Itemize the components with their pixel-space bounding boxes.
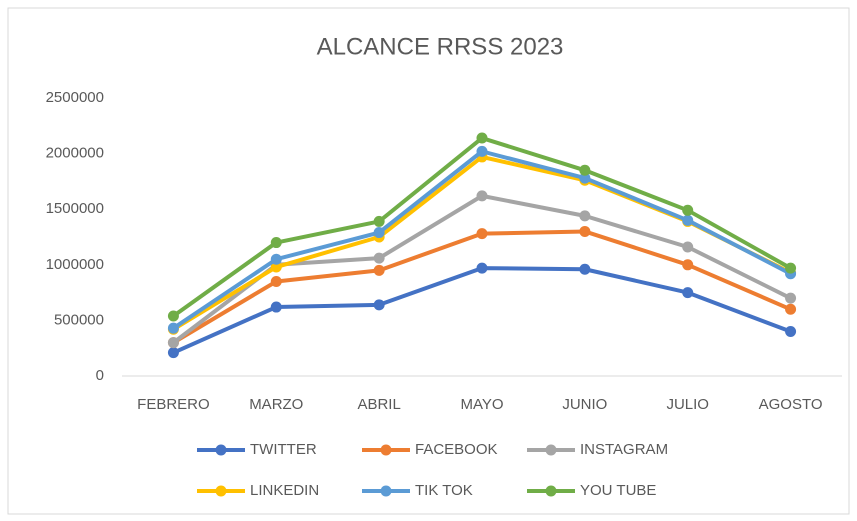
chart-border	[7, 7, 850, 515]
data-point	[270, 301, 282, 313]
data-point	[167, 347, 179, 359]
data-point	[373, 264, 385, 276]
data-point	[579, 210, 591, 222]
x-tick-label: FEBRERO	[137, 396, 210, 413]
data-point	[785, 326, 797, 338]
y-tick-label: 1500000	[46, 200, 104, 217]
x-tick-label: JULIO	[666, 396, 709, 413]
legend-label: TWITTER	[250, 441, 317, 458]
legend-marker	[545, 444, 557, 456]
legend-marker	[380, 444, 392, 456]
data-point	[682, 204, 694, 216]
data-point	[270, 261, 282, 273]
legend-marker	[545, 485, 557, 497]
x-tick-label: AGOSTO	[759, 396, 823, 413]
legend-marker	[380, 485, 392, 497]
data-point	[167, 310, 179, 322]
legend-label: LINKEDIN	[250, 482, 319, 499]
legend-label: TIK TOK	[415, 482, 473, 499]
data-point	[373, 299, 385, 311]
x-tick-label: MARZO	[249, 396, 303, 413]
data-point	[476, 132, 488, 144]
data-point	[373, 227, 385, 239]
y-tick-label: 2000000	[46, 145, 104, 162]
legend-label: YOU TUBE	[580, 482, 656, 499]
data-point	[476, 228, 488, 240]
data-point	[682, 259, 694, 271]
x-tick-label: MAYO	[460, 396, 503, 413]
data-point	[270, 253, 282, 265]
y-tick-label: 1000000	[46, 256, 104, 273]
data-point	[579, 263, 591, 275]
data-point	[373, 252, 385, 264]
data-point	[476, 262, 488, 274]
data-point	[682, 287, 694, 299]
data-point	[579, 225, 591, 237]
legend-marker	[215, 485, 227, 497]
data-point	[785, 292, 797, 304]
y-tick-label: 2500000	[46, 89, 104, 106]
x-tick-label: JUNIO	[562, 396, 607, 413]
data-point	[167, 337, 179, 349]
data-point	[579, 164, 591, 176]
data-point	[373, 215, 385, 227]
data-point	[682, 241, 694, 253]
data-point	[167, 322, 179, 334]
data-point	[785, 303, 797, 315]
x-tick-label: ABRIL	[357, 396, 400, 413]
y-tick-label: 500000	[54, 311, 104, 328]
data-point	[270, 275, 282, 287]
data-point	[476, 145, 488, 157]
legend-label: INSTAGRAM	[580, 441, 668, 458]
data-point	[682, 214, 694, 226]
legend-marker	[215, 444, 227, 456]
data-point	[270, 237, 282, 249]
data-point	[476, 190, 488, 202]
chart-title: ALCANCE RRSS 2023	[317, 33, 564, 60]
data-point	[785, 262, 797, 274]
legend-label: FACEBOOK	[415, 441, 498, 458]
y-tick-label: 0	[96, 367, 104, 384]
data-point	[579, 172, 591, 184]
